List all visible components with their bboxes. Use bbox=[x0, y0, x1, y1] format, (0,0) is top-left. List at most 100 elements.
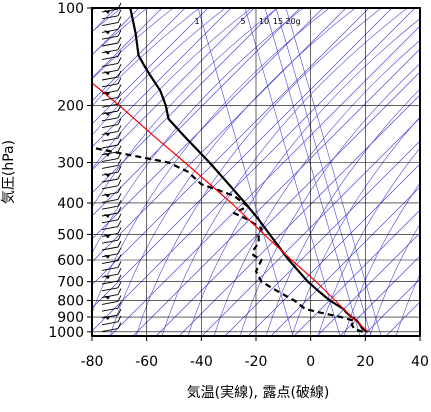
wind-barb-flag bbox=[117, 267, 122, 275]
wind-barb-flag bbox=[117, 91, 122, 98]
wind-barb-shaft bbox=[101, 56, 119, 61]
wind-barb bbox=[101, 152, 122, 163]
wind-barb bbox=[101, 233, 122, 244]
wind-barb-shaft bbox=[101, 321, 119, 326]
wind-barb-pennant bbox=[104, 50, 110, 55]
wind-barb-shaft bbox=[101, 164, 119, 169]
y-tick-label: 300 bbox=[57, 156, 84, 172]
y-tick-label: 400 bbox=[57, 196, 84, 212]
wind-barb-shaft bbox=[101, 212, 119, 217]
x-tick-label: 0 bbox=[306, 354, 315, 370]
wind-barb-flag bbox=[117, 57, 122, 64]
wind-barb bbox=[101, 288, 122, 300]
isotherm-line bbox=[201, 117, 420, 336]
wind-barb-shaft bbox=[101, 307, 119, 312]
wind-barb-flag bbox=[117, 315, 122, 323]
wind-barb-flag bbox=[117, 227, 122, 234]
wind-barb bbox=[101, 125, 122, 137]
isotherm-line bbox=[92, 8, 186, 102]
wind-barb-shaft bbox=[101, 314, 119, 319]
wind-barb bbox=[101, 240, 122, 251]
x-axis-ticks: -80 -60 -40 -20 0 20 40 bbox=[81, 336, 429, 370]
wind-barb-flag bbox=[117, 240, 122, 248]
wind-barb-pennant bbox=[104, 10, 110, 14]
wind-barb bbox=[101, 97, 122, 108]
wind-barb-shaft bbox=[101, 124, 119, 129]
dry-adiabat-line bbox=[291, 116, 420, 336]
background-lines bbox=[92, 8, 420, 336]
y-tick-label: 700 bbox=[57, 275, 84, 291]
isotherm-line bbox=[132, 48, 420, 336]
isotherm-line bbox=[92, 8, 163, 79]
dry-adiabat-line bbox=[317, 147, 420, 336]
wind-barb-shaft bbox=[101, 171, 119, 176]
wind-barb-shaft bbox=[101, 185, 119, 190]
wind-barb-flag bbox=[117, 36, 122, 44]
wind-barb-shaft bbox=[101, 151, 119, 156]
isotherm-line bbox=[92, 8, 209, 125]
wind-barb bbox=[101, 301, 122, 312]
wind-barb-flag bbox=[117, 77, 122, 85]
wind-barb-shaft bbox=[101, 294, 119, 299]
wind-barb-flag bbox=[117, 138, 122, 146]
wind-barb-flag bbox=[117, 152, 122, 159]
wind-barb bbox=[101, 16, 122, 27]
wind-barb-shaft bbox=[101, 49, 119, 54]
wind-barb-flag bbox=[117, 247, 122, 255]
wind-barb bbox=[101, 84, 122, 96]
wind-barb bbox=[101, 254, 122, 265]
isotherm-line bbox=[247, 163, 420, 336]
wind-barb-flag bbox=[117, 97, 122, 105]
isotherm-line bbox=[92, 8, 301, 217]
dry-adiabat-line bbox=[135, 8, 382, 336]
wind-barb-shaft bbox=[101, 110, 119, 115]
wind-barb bbox=[101, 29, 122, 40]
wind-barb-shaft bbox=[101, 205, 119, 210]
isotherm-line bbox=[224, 140, 420, 336]
isotherm-line bbox=[155, 71, 420, 336]
wind-barb bbox=[101, 70, 122, 81]
wind-barb-flag bbox=[117, 165, 122, 173]
wind-barb-pennant bbox=[104, 275, 110, 280]
wind-barb-shaft bbox=[101, 239, 119, 244]
wind-barb-shaft bbox=[101, 144, 119, 149]
wind-barb bbox=[101, 213, 122, 224]
mixing-ratio-labels: 1 5 10 15 20g bbox=[194, 17, 300, 26]
wind-barb-shaft bbox=[101, 35, 119, 40]
wind-barb bbox=[101, 261, 122, 271]
wind-barb bbox=[101, 186, 122, 198]
dry-adiabat-line bbox=[92, 8, 226, 137]
wind-barb-shaft bbox=[101, 246, 119, 251]
isotherm-line bbox=[92, 8, 232, 148]
wind-barb bbox=[101, 274, 122, 285]
wind-barb-flag bbox=[117, 274, 122, 282]
wind-barb-flag bbox=[117, 186, 122, 193]
wind-barb-flag bbox=[117, 84, 122, 91]
x-tick-label: 40 bbox=[411, 354, 429, 370]
wind-barb-flag bbox=[117, 50, 122, 57]
wind-barb-flag bbox=[117, 16, 122, 23]
wind-barb-flag bbox=[117, 43, 122, 51]
y-tick-label: 1000 bbox=[48, 325, 84, 341]
wind-barb-shaft bbox=[101, 273, 119, 278]
wind-barb-pennant bbox=[104, 193, 110, 198]
wind-barb bbox=[101, 193, 122, 203]
wind-barb-shaft bbox=[101, 130, 119, 135]
mixing-ratio-line bbox=[197, 8, 294, 336]
wind-barb-flag bbox=[117, 29, 122, 37]
isotherm-line bbox=[362, 278, 420, 336]
wind-barb-flag bbox=[117, 206, 122, 214]
wind-barb bbox=[101, 295, 122, 305]
wind-barb bbox=[101, 322, 122, 333]
x-tick-label: -80 bbox=[81, 354, 104, 370]
wind-barb-shaft bbox=[101, 8, 119, 13]
wind-barb-flag bbox=[117, 159, 122, 166]
wind-barb bbox=[101, 77, 122, 88]
dry-adiabat-line bbox=[343, 182, 420, 336]
x-tick-label: -60 bbox=[135, 354, 158, 370]
mixing-ratio-label: 15 bbox=[273, 17, 283, 26]
isotherm-line bbox=[270, 186, 420, 336]
mixing-ratio-line bbox=[244, 8, 341, 336]
wind-barb bbox=[101, 111, 122, 122]
